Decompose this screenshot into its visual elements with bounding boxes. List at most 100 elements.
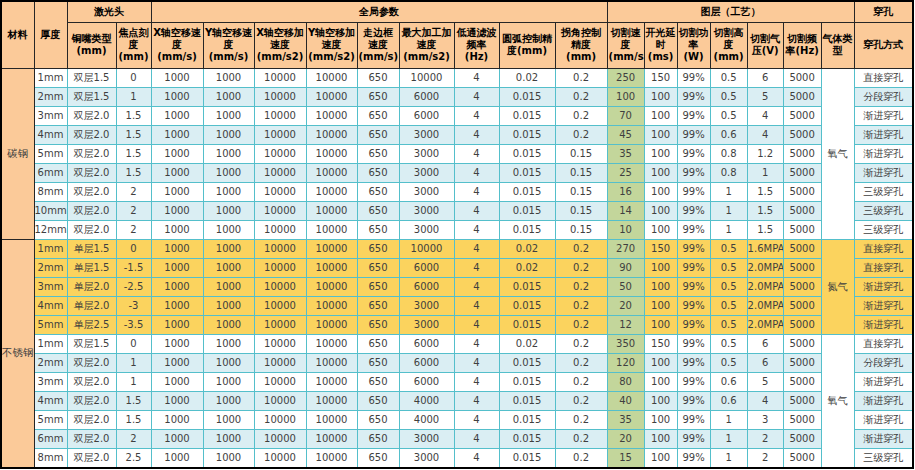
frame-speed-cell[interactable]: 650 xyxy=(357,144,399,163)
arc-precision-cell[interactable]: 0.015 xyxy=(499,372,555,391)
frame-speed-cell[interactable]: 650 xyxy=(357,201,399,220)
arc-precision-cell[interactable]: 0.02 xyxy=(499,239,555,258)
corner-precision-cell[interactable]: 0.2 xyxy=(555,258,607,277)
cut-power-cell[interactable]: 99% xyxy=(677,163,710,182)
corner-precision-cell[interactable]: 0.2 xyxy=(555,106,607,125)
corner-precision-cell[interactable]: 0.2 xyxy=(555,353,607,372)
cut-power-cell[interactable]: 99% xyxy=(677,87,710,106)
cut-frequency-cell[interactable]: 5000 xyxy=(783,296,821,315)
x-speed-cell[interactable]: 1000 xyxy=(151,144,203,163)
cut-speed-cell[interactable]: 350 xyxy=(607,334,644,353)
focus-cell[interactable]: 0 xyxy=(116,239,151,258)
gas-pressure-cell[interactable]: 2.0MPA xyxy=(747,315,783,334)
frame-speed-cell[interactable]: 650 xyxy=(357,277,399,296)
gas-pressure-cell[interactable]: 1.5 xyxy=(747,182,783,201)
y-speed-cell[interactable]: 1000 xyxy=(203,448,254,468)
cut-height-cell[interactable]: 0.5 xyxy=(710,315,747,334)
corner-precision-cell[interactable]: 0.2 xyxy=(555,315,607,334)
x-accel-cell[interactable]: 10000 xyxy=(254,372,306,391)
laser-delay-cell[interactable]: 100 xyxy=(644,391,677,410)
frame-speed-cell[interactable]: 650 xyxy=(357,410,399,429)
laser-delay-cell[interactable]: 150 xyxy=(644,334,677,353)
pierce-method-cell[interactable]: 分段穿孔 xyxy=(854,353,913,372)
y-accel-cell[interactable]: 10000 xyxy=(306,144,357,163)
gas-pressure-cell[interactable]: 2.0MPA xyxy=(747,296,783,315)
x-accel-cell[interactable]: 10000 xyxy=(254,277,306,296)
focus-cell[interactable]: -2.5 xyxy=(116,277,151,296)
laser-delay-cell[interactable]: 100 xyxy=(644,163,677,182)
frame-speed-cell[interactable]: 650 xyxy=(357,296,399,315)
thickness-cell[interactable]: 3mm xyxy=(34,372,67,391)
lowpass-cell[interactable]: 4 xyxy=(454,334,499,353)
nozzle-type-cell[interactable]: 双层2.0 xyxy=(67,125,116,144)
gas-pressure-cell[interactable]: 2.0MPA xyxy=(747,258,783,277)
lowpass-cell[interactable]: 4 xyxy=(454,220,499,239)
x-accel-cell[interactable]: 10000 xyxy=(254,410,306,429)
laser-delay-cell[interactable]: 100 xyxy=(644,87,677,106)
frame-speed-cell[interactable]: 650 xyxy=(357,372,399,391)
corner-precision-cell[interactable]: 0.2 xyxy=(555,372,607,391)
cut-power-cell[interactable]: 99% xyxy=(677,353,710,372)
cut-power-cell[interactable]: 99% xyxy=(677,334,710,353)
gas-pressure-cell[interactable]: 6 xyxy=(747,353,783,372)
corner-precision-cell[interactable]: 0.2 xyxy=(555,68,607,87)
cut-frequency-cell[interactable]: 5000 xyxy=(783,429,821,448)
cut-power-cell[interactable]: 99% xyxy=(677,125,710,144)
cut-speed-cell[interactable]: 80 xyxy=(607,372,644,391)
cut-frequency-cell[interactable]: 5000 xyxy=(783,68,821,87)
y-accel-cell[interactable]: 10000 xyxy=(306,277,357,296)
max-accel-cell[interactable]: 10000 xyxy=(399,68,454,87)
cut-height-cell[interactable]: 0.8 xyxy=(710,163,747,182)
laser-delay-cell[interactable]: 100 xyxy=(644,353,677,372)
y-speed-cell[interactable]: 1000 xyxy=(203,410,254,429)
laser-delay-cell[interactable]: 100 xyxy=(644,429,677,448)
nozzle-type-cell[interactable]: 双层2.0 xyxy=(67,353,116,372)
y-speed-cell[interactable]: 1000 xyxy=(203,201,254,220)
laser-delay-cell[interactable]: 100 xyxy=(644,258,677,277)
lowpass-cell[interactable]: 4 xyxy=(454,125,499,144)
laser-delay-cell[interactable]: 100 xyxy=(644,296,677,315)
corner-precision-cell[interactable]: 0.2 xyxy=(555,429,607,448)
cut-height-cell[interactable]: 0.5 xyxy=(710,334,747,353)
nozzle-type-cell[interactable]: 双层2.0 xyxy=(67,429,116,448)
frame-speed-cell[interactable]: 650 xyxy=(357,182,399,201)
material-label[interactable]: 不锈钢 xyxy=(1,239,34,468)
cut-speed-cell[interactable]: 20 xyxy=(607,429,644,448)
max-accel-cell[interactable]: 6000 xyxy=(399,334,454,353)
nozzle-type-cell[interactable]: 双层1.5 xyxy=(67,334,116,353)
max-accel-cell[interactable]: 3000 xyxy=(399,163,454,182)
nozzle-type-cell[interactable]: 双层2.0 xyxy=(67,220,116,239)
x-accel-cell[interactable]: 10000 xyxy=(254,315,306,334)
frame-speed-cell[interactable]: 650 xyxy=(357,315,399,334)
y-speed-cell[interactable]: 1000 xyxy=(203,125,254,144)
pierce-method-cell[interactable]: 渐进穿孔 xyxy=(854,106,913,125)
corner-precision-cell[interactable]: 0.15 xyxy=(555,201,607,220)
y-speed-cell[interactable]: 1000 xyxy=(203,258,254,277)
cut-power-cell[interactable]: 99% xyxy=(677,258,710,277)
cut-power-cell[interactable]: 99% xyxy=(677,68,710,87)
cut-height-cell[interactable]: 0.6 xyxy=(710,372,747,391)
cut-frequency-cell[interactable]: 5000 xyxy=(783,106,821,125)
cut-speed-cell[interactable]: 90 xyxy=(607,258,644,277)
y-speed-cell[interactable]: 1000 xyxy=(203,163,254,182)
thickness-cell[interactable]: 6mm xyxy=(34,429,67,448)
cut-power-cell[interactable]: 99% xyxy=(677,448,710,468)
cut-height-cell[interactable]: 0.5 xyxy=(710,239,747,258)
cut-speed-cell[interactable]: 15 xyxy=(607,448,644,468)
pierce-method-cell[interactable]: 直接穿孔 xyxy=(854,239,913,258)
arc-precision-cell[interactable]: 0.015 xyxy=(499,201,555,220)
nozzle-type-cell[interactable]: 单层2.0 xyxy=(67,277,116,296)
thickness-cell[interactable]: 1mm xyxy=(34,239,67,258)
y-accel-cell[interactable]: 10000 xyxy=(306,391,357,410)
lowpass-cell[interactable]: 4 xyxy=(454,448,499,468)
cut-speed-cell[interactable]: 50 xyxy=(607,277,644,296)
max-accel-cell[interactable]: 3000 xyxy=(399,448,454,468)
x-accel-cell[interactable]: 10000 xyxy=(254,239,306,258)
y-accel-cell[interactable]: 10000 xyxy=(306,125,357,144)
y-speed-cell[interactable]: 1000 xyxy=(203,239,254,258)
cut-height-cell[interactable]: 1 xyxy=(710,410,747,429)
arc-precision-cell[interactable]: 0.015 xyxy=(499,220,555,239)
focus-cell[interactable]: 0 xyxy=(116,68,151,87)
x-speed-cell[interactable]: 1000 xyxy=(151,125,203,144)
cut-speed-cell[interactable]: 14 xyxy=(607,201,644,220)
